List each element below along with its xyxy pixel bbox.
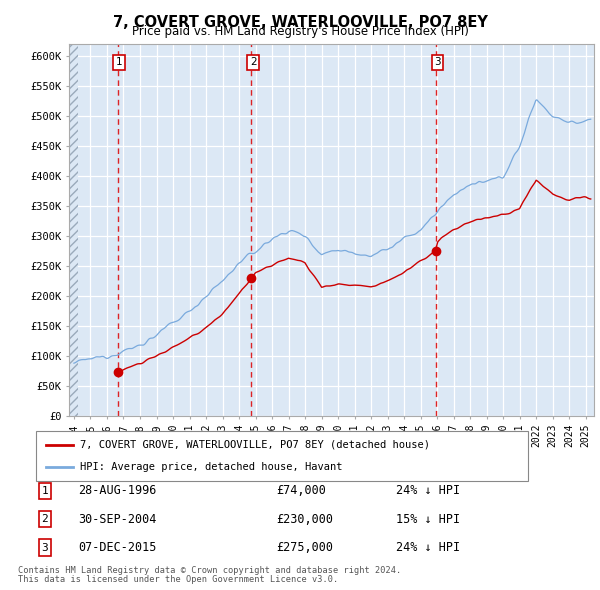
Text: 3: 3: [434, 57, 441, 67]
Bar: [69, 44, 78, 416]
Text: HPI: Average price, detached house, Havant: HPI: Average price, detached house, Hava…: [80, 462, 343, 472]
Text: £230,000: £230,000: [276, 513, 333, 526]
Text: 07-DEC-2015: 07-DEC-2015: [78, 541, 157, 554]
Text: Price paid vs. HM Land Registry's House Price Index (HPI): Price paid vs. HM Land Registry's House …: [131, 25, 469, 38]
Text: 28-AUG-1996: 28-AUG-1996: [78, 484, 157, 497]
Text: 1: 1: [41, 486, 49, 496]
Text: 2: 2: [250, 57, 256, 67]
Text: 24% ↓ HPI: 24% ↓ HPI: [396, 484, 460, 497]
Text: 24% ↓ HPI: 24% ↓ HPI: [396, 541, 460, 554]
Text: 2: 2: [41, 514, 49, 524]
Text: This data is licensed under the Open Government Licence v3.0.: This data is licensed under the Open Gov…: [18, 575, 338, 584]
Text: 7, COVERT GROVE, WATERLOOVILLE, PO7 8EY (detached house): 7, COVERT GROVE, WATERLOOVILLE, PO7 8EY …: [80, 440, 430, 450]
FancyBboxPatch shape: [36, 431, 528, 481]
Text: 7, COVERT GROVE, WATERLOOVILLE, PO7 8EY: 7, COVERT GROVE, WATERLOOVILLE, PO7 8EY: [113, 15, 487, 30]
Text: 15% ↓ HPI: 15% ↓ HPI: [396, 513, 460, 526]
Text: 30-SEP-2004: 30-SEP-2004: [78, 513, 157, 526]
Text: Contains HM Land Registry data © Crown copyright and database right 2024.: Contains HM Land Registry data © Crown c…: [18, 566, 401, 575]
Text: £74,000: £74,000: [276, 484, 326, 497]
Text: £275,000: £275,000: [276, 541, 333, 554]
Text: 3: 3: [41, 543, 49, 552]
Text: 1: 1: [116, 57, 122, 67]
